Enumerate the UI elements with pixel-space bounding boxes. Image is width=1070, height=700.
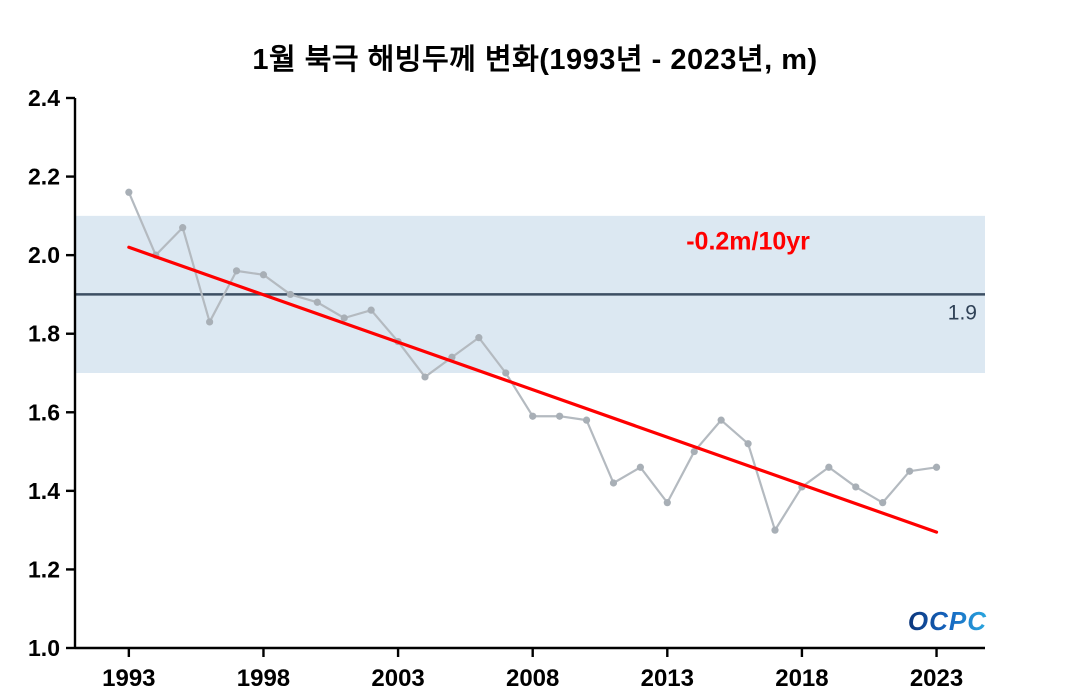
trend-line — [127, 245, 939, 534]
data-point — [125, 188, 133, 196]
y-tick-label: 1.8 — [28, 321, 60, 347]
data-point — [582, 416, 591, 424]
y-tick-label: 1.0 — [28, 635, 60, 661]
x-tick-label: 2018 — [775, 665, 828, 692]
data-point — [663, 499, 671, 507]
data-point — [879, 499, 887, 507]
data-point — [286, 290, 294, 299]
data-point — [825, 463, 833, 471]
y-tick-label: 1.6 — [28, 399, 60, 425]
y-tick-label: 2.0 — [28, 242, 60, 268]
x-tick-label: 1993 — [102, 665, 155, 692]
y-tick-label: 2.2 — [28, 164, 60, 190]
data-point — [771, 526, 779, 534]
data-point — [502, 369, 510, 377]
data-point — [609, 479, 618, 487]
data-point — [744, 440, 752, 448]
data-point — [529, 412, 537, 420]
x-tick-label: 2003 — [371, 665, 424, 692]
x-tick-label: 2023 — [910, 665, 963, 692]
mean-line-label: 1.9 — [948, 301, 977, 324]
data-point — [690, 447, 698, 456]
y-tick-label: 1.2 — [28, 556, 60, 582]
data-point — [475, 334, 483, 342]
data-point — [206, 318, 214, 326]
trend-annotation: -0.2m/10yr — [686, 227, 810, 255]
data-point — [232, 267, 241, 275]
x-tick-label: 2008 — [506, 665, 559, 692]
data-point — [556, 412, 564, 420]
data-point — [906, 467, 914, 475]
data-point — [932, 463, 941, 471]
ocpc-logo: OCPC — [901, 606, 987, 637]
chart-title: 1월 북극 해빙두께 변화(1993년 - 2023년, m) — [252, 44, 818, 76]
data-point — [340, 314, 348, 322]
data-point — [259, 271, 268, 279]
y-tick-label: 2.4 — [28, 85, 60, 111]
x-tick-label: 2013 — [641, 665, 694, 692]
data-point — [421, 373, 429, 381]
data-point — [313, 298, 321, 306]
data-point — [636, 463, 644, 471]
data-point — [717, 416, 725, 424]
data-point — [367, 306, 375, 314]
data-point — [852, 483, 860, 491]
y-tick-label: 1.4 — [28, 478, 60, 504]
x-tick-label: 1998 — [237, 665, 290, 692]
data-point — [179, 224, 187, 232]
